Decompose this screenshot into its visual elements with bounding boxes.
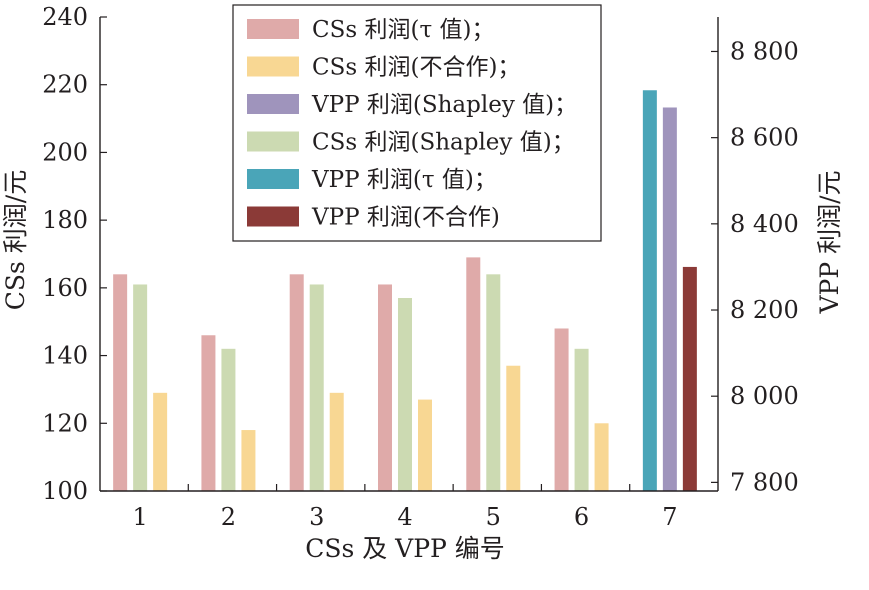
bar: [486, 274, 501, 491]
bar: [418, 399, 432, 491]
left-tick-label: 120: [42, 409, 88, 437]
bar: [201, 335, 216, 491]
left-tick-label: 200: [42, 138, 88, 166]
left-tick-label: 240: [42, 3, 88, 31]
bar: [309, 284, 324, 491]
left-tick-label: 220: [42, 71, 88, 99]
legend-label: VPP 利润(Shapley 值)；: [311, 92, 577, 118]
right-tick-label: 7 800: [730, 468, 799, 496]
left-tick-label: 100: [42, 477, 88, 505]
right-tick-label: 8 200: [730, 296, 799, 324]
right-tick-label: 8 600: [730, 124, 799, 152]
x-tick-label: 3: [309, 503, 324, 531]
bar: [378, 284, 392, 491]
right-tick-label: 8 000: [730, 382, 799, 410]
legend-label: CSs 利润(不合作)；: [312, 55, 520, 81]
x-tick-label: 1: [133, 503, 148, 531]
legend-swatch: [247, 19, 299, 39]
bar: [662, 107, 677, 491]
bar: [642, 90, 657, 491]
bar: [574, 348, 589, 491]
bar: [682, 266, 697, 491]
legend-label: VPP 利润(τ 值)；: [311, 167, 497, 193]
bar: [133, 284, 148, 491]
bar: [398, 298, 412, 491]
x-tick-label: 5: [486, 503, 501, 531]
bar: [554, 328, 569, 491]
x-tick-label: 6: [574, 503, 589, 531]
bar: [506, 365, 521, 491]
legend-box: [232, 4, 602, 242]
legend-label: CSs 利润(τ 值)；: [312, 17, 494, 43]
x-tick-label: 7: [662, 503, 677, 531]
bar: [241, 430, 256, 491]
right-axis-title: VPP 利润/元: [815, 170, 844, 314]
legend-swatch: [247, 56, 299, 77]
legend-label: CSs 利润(Shapley 值)；: [312, 130, 575, 156]
bar: [594, 423, 609, 491]
left-tick-label: 160: [42, 274, 88, 302]
axes-layer: 100 120 140 160 180 200 220 240 7 800 8 000 8 200 8…: [42, 3, 799, 531]
x-tick-label: 2: [221, 503, 236, 531]
left-axis-title: CSs 利润/元: [1, 170, 30, 310]
legend-swatch: [247, 94, 299, 114]
bar: [466, 257, 481, 491]
bar: [289, 274, 304, 491]
bars-layer: [113, 90, 697, 491]
legend-label: VPP 利润(不合作): [311, 205, 500, 231]
bar: [221, 348, 236, 491]
x-tick-label: 4: [397, 503, 412, 531]
left-tick-label: 180: [42, 206, 88, 234]
bar: [329, 392, 344, 491]
legend-swatch: [247, 131, 299, 152]
legend: CSs 利润(τ 值)； CSs 利润(不合作)； VPP 利润(Shapley 值…: [232, 4, 602, 242]
right-tick-label: 8 400: [730, 210, 799, 238]
bar: [153, 392, 168, 491]
right-tick-label: 8 800: [730, 37, 799, 65]
legend-swatch: [247, 169, 299, 189]
x-axis-title: CSs 及 VPP 编号: [305, 534, 505, 563]
left-tick-label: 140: [42, 342, 88, 370]
bar: [113, 274, 128, 491]
legend-swatch: [247, 206, 299, 227]
